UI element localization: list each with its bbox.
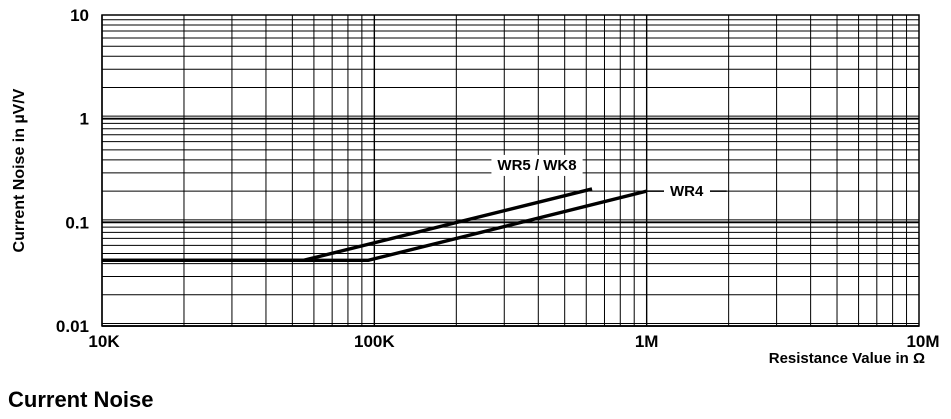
series-label-wr4: WR4 <box>670 183 704 200</box>
x-axis-label: Resistance Value in Ω <box>769 350 925 367</box>
series-label-wr5-wk8: WR5 / WK8 <box>497 157 576 174</box>
y-tick-label: 0.1 <box>65 213 89 232</box>
figure-caption: Current Noise <box>8 387 154 412</box>
x-axis-ticks: 10K 100K 1M 10M <box>88 332 939 351</box>
x-tick-label: 1M <box>635 332 659 351</box>
series-line-1 <box>102 189 648 263</box>
y-tick-label: 0.01 <box>56 317 89 336</box>
series-label-background <box>491 154 583 176</box>
series-label-background <box>663 181 710 203</box>
plot-frame <box>101 14 920 327</box>
y-tick-label: 1 <box>80 110 89 129</box>
y-tick-label: 10 <box>70 6 89 25</box>
y-axis-label: Current Noise in µV/V <box>11 88 28 252</box>
y-axis-ticks: 0.01 0.1 1 10 <box>56 6 89 336</box>
x-tick-label: 10K <box>88 332 120 351</box>
x-tick-label: 100K <box>354 332 395 351</box>
series-lines <box>102 187 727 263</box>
x-tick-label: 10M <box>906 332 939 351</box>
